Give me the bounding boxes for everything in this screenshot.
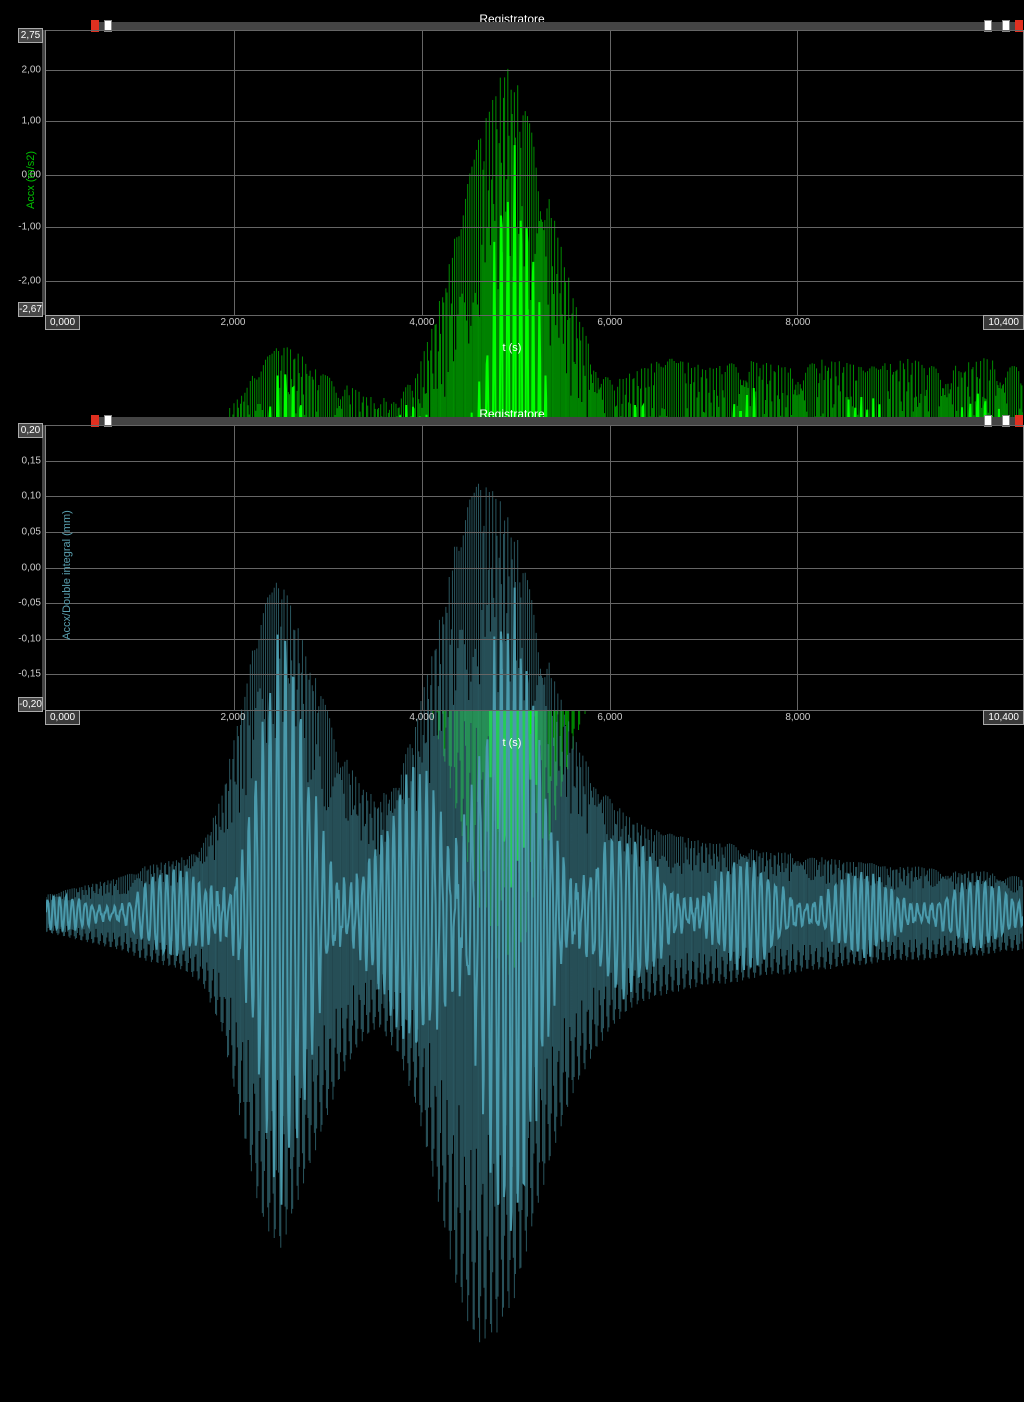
gridline-v [422,425,423,710]
gridline-v [610,30,611,315]
x-tick-label: 6,000 [597,317,622,328]
gridline-h [46,568,1023,569]
y-limit-max[interactable]: 2,75 [18,28,43,43]
x-axis-label-top: t (s) [0,342,1024,354]
gridline-h [46,175,1023,176]
y-limit-min[interactable]: -0,20 [18,697,43,712]
plot-area-bottom[interactable] [45,425,1024,710]
gridline-v [610,425,611,710]
gridline-h [46,461,1023,462]
gridline-h [46,281,1023,282]
gridline-h [46,70,1023,71]
gridline-v [422,30,423,315]
x-limit-min[interactable]: 0,000 [45,315,80,330]
gridline-v [234,30,235,315]
waveform-bottom [46,425,1023,1402]
y-tick-label: 0,05 [22,526,41,537]
x-limit-max[interactable]: 10,400 [983,710,1024,725]
y-tick-label: 0,00 [22,562,41,573]
y-tick-label: -0,05 [18,598,41,609]
x-tick-label: 4,000 [409,712,434,723]
x-axis-top: 2,000 4,000 6,000 8,000 0,000 10,400 [45,317,1024,335]
x-tick-label: 4,000 [409,317,434,328]
gridline-v [234,425,235,710]
chart-panel-bottom: Registratore 0,150,100,050,00-0,05-0,10-… [0,395,1024,755]
x-tick-label: 2,000 [220,317,245,328]
chart-panel-top: Registratore 2,001,000,00-1,00-2,00 Accx… [0,0,1024,360]
x-tick-label: 8,000 [785,317,810,328]
gridline-h [46,496,1023,497]
y-tick-label: -0,10 [18,633,41,644]
y-tick-label: 0,15 [22,455,41,466]
x-axis-label-bottom: t (s) [0,737,1024,749]
gridline-v [797,425,798,710]
y-tick-label: 1,00 [22,116,41,127]
y-tick-label: 0,10 [22,491,41,502]
x-tick-label: 2,000 [220,712,245,723]
y-tick-label: -0,15 [18,669,41,680]
gridline-h [46,603,1023,604]
y-axis-ticks-bottom: 0,15 0,10 0,05 0,00 -0,05 -0,10 -0,15 [18,425,43,710]
x-limit-min[interactable]: 0,000 [45,710,80,725]
y-tick-label: -1,00 [18,221,41,232]
x-axis-bottom: 2,000 4,000 6,000 8,000 0,000 10,400 [45,712,1024,730]
y-limit-max[interactable]: 0,20 [18,423,43,438]
y-tick-label: 2,00 [22,64,41,75]
x-limit-max[interactable]: 10,400 [983,315,1024,330]
gridline-h [46,121,1023,122]
x-tick-label: 8,000 [785,712,810,723]
gridline-h [46,639,1023,640]
x-tick-label: 6,000 [597,712,622,723]
gridline-h [46,227,1023,228]
gridline-h [46,674,1023,675]
y-tick-label: -2,00 [18,275,41,286]
marker-bar-top[interactable] [91,22,1023,30]
y-axis-label-bottom: Accx/Double integral (mm) [61,510,73,640]
y-limit-min[interactable]: -2,67 [18,302,43,317]
gridline-h [46,532,1023,533]
y-axis-label-top: Accx (m/s2) [25,151,37,209]
plot-area-top[interactable] [45,30,1024,315]
marker-bar-top[interactable] [91,417,1023,425]
gridline-v [797,30,798,315]
